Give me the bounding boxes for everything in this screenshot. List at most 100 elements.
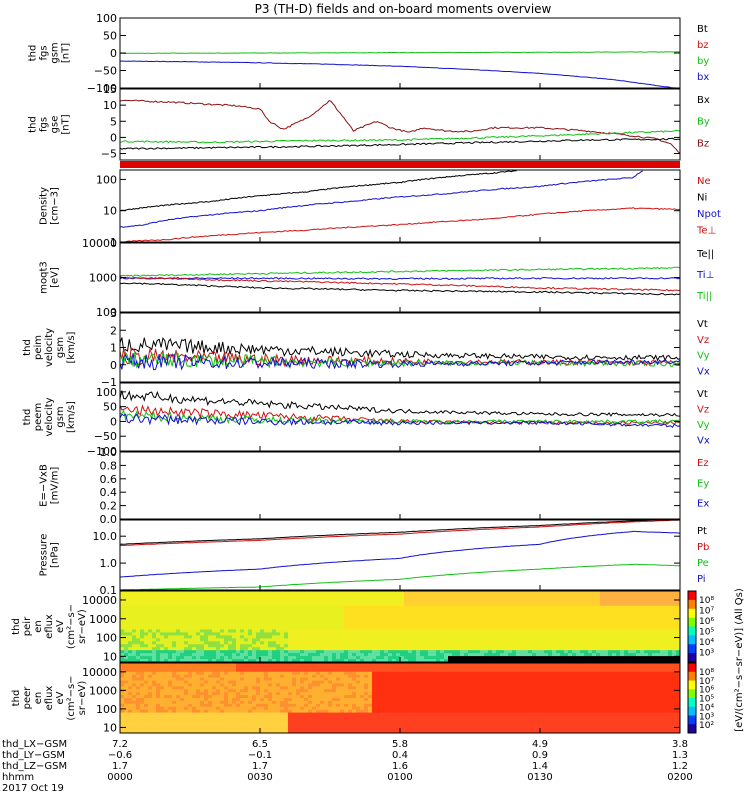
spectrogram-cell [628, 614, 633, 619]
spectrogram-cell [648, 632, 653, 636]
spectrogram-cell [236, 663, 241, 667]
spectrogram-cell [280, 668, 285, 673]
spectrogram-cell [548, 632, 553, 636]
spectrogram-cell [528, 647, 533, 651]
spectrogram-cell [308, 617, 313, 622]
spectrogram-cell [280, 632, 285, 636]
spectrogram-cell [612, 641, 617, 645]
spectrogram-cell [224, 593, 229, 598]
spectrogram-cell [176, 599, 181, 604]
spectrogram-cell [412, 638, 417, 642]
spectrogram-cell [196, 611, 201, 616]
spectrogram-cell [320, 617, 325, 622]
spectrogram-cell [120, 677, 125, 681]
spectrogram-cell [316, 605, 321, 610]
spectrogram-cell [604, 656, 609, 660]
spectrogram-cell [408, 593, 413, 598]
spectrogram-cell [204, 727, 209, 731]
spectrogram-cell [148, 677, 153, 681]
spectrogram-cell [340, 695, 345, 699]
spectrogram-cell [296, 692, 301, 696]
spectrogram-cell [296, 593, 301, 598]
spectrogram-cell [420, 632, 425, 636]
spectrogram-cell [324, 632, 329, 636]
spectrogram-cell [480, 593, 485, 598]
spectrogram-cell [668, 591, 673, 595]
spectrogram-cell [220, 629, 225, 633]
spectrogram-cell [588, 605, 593, 610]
spectrogram-cell [236, 602, 241, 607]
spectrogram-cell [600, 614, 605, 619]
y-tick-label: −100 [87, 445, 117, 458]
spectrogram-cell [632, 641, 637, 645]
spectrogram-cell [208, 620, 213, 625]
spectrogram-cell [172, 602, 177, 607]
spectrogram-cell [228, 629, 233, 633]
spectrogram-cell [208, 602, 213, 607]
spectrogram-cell [348, 599, 353, 604]
spectrogram-cell [608, 626, 613, 630]
spectrogram-cell [168, 706, 173, 711]
spectrogram-cell [316, 635, 321, 639]
spectrogram-cell [216, 715, 221, 719]
spectrogram-cell [308, 668, 313, 673]
spectrogram-cell [480, 653, 485, 657]
spectrogram-cell [484, 647, 489, 651]
spectrogram-cell [120, 599, 125, 604]
spectrogram-cell [328, 644, 333, 648]
spectrogram-cell [420, 596, 425, 601]
spectrogram-cell [348, 644, 353, 648]
spectrogram-cell [648, 647, 653, 651]
spectrogram-cell [324, 721, 329, 725]
spectrogram-cell [340, 730, 345, 734]
spectrogram-cell [564, 591, 569, 595]
spectrogram-cell [484, 608, 489, 613]
spectrogram-cell [524, 608, 529, 613]
spectrogram-cell [364, 617, 369, 622]
spectrogram-cell [204, 663, 209, 667]
spectrogram-cell [552, 635, 557, 639]
spectrogram-cell [196, 730, 201, 734]
spectrogram-cell [140, 727, 145, 731]
spectrogram-cell [168, 617, 173, 622]
spectrogram-cell [324, 671, 329, 676]
spectrogram-cell [152, 623, 157, 627]
spectrogram-cell [144, 644, 149, 648]
spectrogram-cell [144, 596, 149, 601]
spectrogram-cell [640, 614, 645, 619]
spectrogram-cell [404, 641, 409, 645]
spectrogram-cell [176, 718, 181, 722]
spectrogram-cell [304, 663, 309, 667]
spectrogram-cell [228, 700, 233, 705]
spectrogram-cell [264, 700, 269, 705]
spectrogram-cell [468, 591, 473, 595]
spectrogram-cell [248, 626, 253, 630]
spectrogram-cell [660, 617, 665, 622]
spectrogram-cell [200, 605, 205, 610]
spectrogram-cell [344, 674, 349, 679]
spectrogram-cell [612, 629, 617, 633]
spectrogram-cell [432, 593, 437, 598]
spectrogram-cell [240, 663, 245, 667]
spectrogram-cell [208, 663, 213, 667]
spectrogram-cell [560, 632, 565, 636]
spectrogram-cell [156, 656, 161, 660]
spectrogram-cell [268, 724, 273, 728]
spectrogram-cell [160, 605, 165, 610]
spectrogram-cell [424, 602, 429, 607]
spectrogram-cell [212, 596, 217, 601]
spectrogram-cell [388, 599, 393, 604]
spectrogram-cell [356, 623, 361, 627]
spectrogram-cell [164, 635, 169, 639]
spectrogram-cell [524, 632, 529, 636]
spectrogram-cell [128, 712, 133, 716]
spectrogram-cell [128, 683, 133, 687]
spectrogram-cell [392, 656, 397, 660]
spectrogram-cell [140, 602, 145, 607]
spectrogram-cell [584, 593, 589, 598]
spectrogram-cell [312, 623, 317, 627]
spectrogram-cell [212, 599, 217, 604]
spectrogram-cell [404, 635, 409, 639]
spectrogram-cell [236, 611, 241, 616]
spectrogram-cell [548, 629, 553, 633]
